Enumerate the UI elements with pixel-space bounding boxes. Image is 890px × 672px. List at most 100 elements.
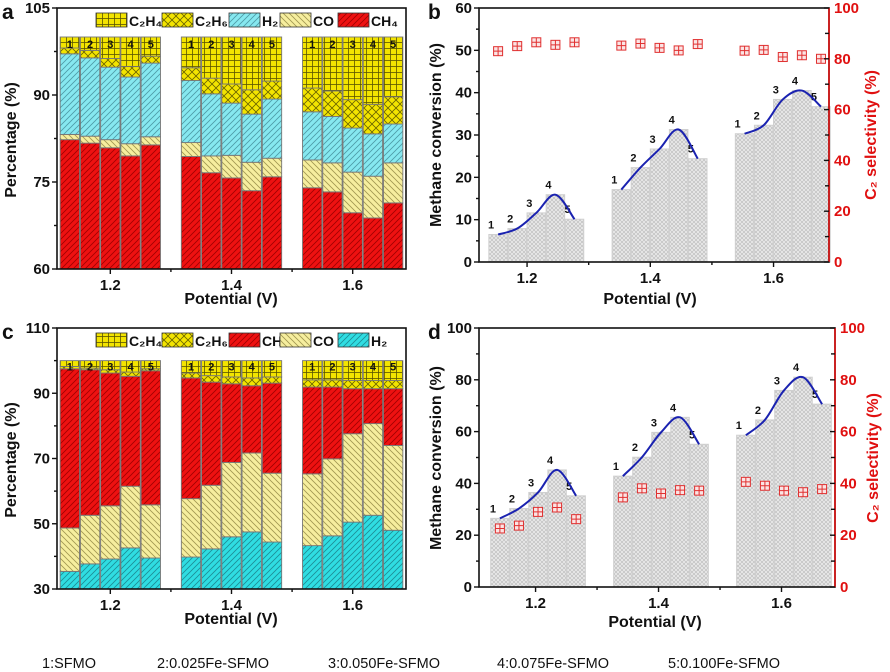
bar-segment-CH₄ [302, 386, 323, 475]
legend-label: C₂H₄ [129, 13, 162, 29]
bar-segment-CO [362, 175, 384, 219]
selectivity-point [692, 39, 703, 50]
bar-sample-label: 4 [792, 76, 799, 88]
x-tick-label: 1.2 [517, 270, 538, 287]
legend-swatch [228, 332, 261, 348]
bar-segment-CO [241, 161, 262, 192]
bar-sample-label: 2 [509, 494, 515, 506]
selectivity-point [815, 53, 826, 64]
bar-segment-C₂H₆ [180, 372, 202, 379]
conversion-bar [792, 90, 812, 263]
bar-segment-CO [120, 485, 141, 549]
bar-segment-C₂H₄ [201, 360, 222, 377]
bar-sample-label: 3 [649, 134, 655, 146]
bar-segment-CH₄ [383, 388, 404, 446]
y-tick-label: 75 [33, 174, 50, 191]
bar-sample-label: 5 [811, 92, 817, 104]
bar-segment-H₂ [322, 535, 343, 590]
bar-segment-H₂ [383, 529, 404, 590]
sample-legend-item: 4:0.075Fe-SFMO [497, 656, 609, 672]
x-axis-label: Potential (V) [603, 291, 696, 308]
selectivity-point [654, 42, 665, 53]
bar-segment-C₂H₆ [322, 90, 343, 117]
bar-segment-CH₄ [241, 385, 262, 454]
x-axis-label: Potential (V) [184, 291, 277, 308]
bar-segment-CH₄ [120, 375, 141, 487]
selectivity-point [655, 488, 666, 499]
selectivity-point [616, 40, 627, 51]
bar-segment-CH₄ [362, 388, 384, 425]
y-tick-label: 110 [26, 320, 50, 337]
bar-segment-C₂H₄ [342, 36, 363, 101]
bar-sample-label: 5 [812, 389, 818, 401]
y-right-axis-label: C₂ selectivity (%) [863, 70, 880, 200]
bar-segment-C₂H₆ [261, 376, 283, 384]
conversion-bar [649, 148, 670, 263]
bar-segment-C₂H₄ [362, 360, 384, 381]
bar-sample-label: 4 [669, 114, 676, 126]
conversion-bar [526, 212, 547, 263]
selectivity-point [512, 41, 523, 52]
selectivity-point [739, 45, 750, 56]
y-right-axis-label: C₂ selectivity (%) [865, 393, 882, 523]
legend-label: C₂H₆ [195, 333, 228, 349]
bar-sample-label: 2 [87, 362, 93, 374]
selectivity-point [617, 492, 628, 503]
y-tick-label: 0 [464, 579, 472, 596]
bar-segment-CO [241, 452, 262, 533]
bar-segment-CH₄ [221, 177, 242, 270]
bar-segment-C₂H₆ [140, 55, 161, 64]
bar-segment-H₂ [383, 123, 404, 164]
bar-segment-CO [342, 433, 363, 523]
bar-sample-label: 1 [490, 503, 496, 515]
sample-legend-item: 2:0.025Fe-SFMO [157, 656, 269, 672]
bar-segment-CO [221, 461, 242, 538]
bar-segment-C₂H₄ [140, 360, 161, 370]
y-right-tick-label: 40 [840, 475, 857, 492]
bar-segment-C₂H₆ [201, 375, 222, 383]
y-right-tick-label: 80 [840, 372, 857, 389]
bar-segment-C₂H₄ [59, 360, 80, 367]
bar-segment-H₂ [120, 547, 141, 590]
bar-segment-H₂ [59, 570, 80, 590]
bar-sample-label: 3 [228, 362, 234, 374]
bar-sample-label: 1 [309, 39, 315, 51]
conversion-trend-curve [744, 89, 822, 135]
bar-sample-label: 4 [249, 362, 256, 374]
bar-sample-label: 2 [329, 362, 335, 374]
bar-segment-CO [322, 162, 343, 193]
sample-legend-item: 1:SFMO [42, 656, 96, 672]
legend-swatch [337, 332, 370, 348]
conversion-bar [488, 233, 508, 263]
panel-letter: a [2, 1, 14, 24]
bar-segment-CH₄ [342, 388, 363, 435]
conversion-bar [528, 491, 548, 588]
bar-segment-CO [140, 136, 161, 146]
y-right-tick-label: 60 [840, 424, 857, 441]
bar-segment-H₂ [302, 111, 323, 161]
legend-swatch [95, 332, 128, 348]
bar-segment-CO [201, 155, 222, 174]
bar-sample-label: 2 [754, 110, 760, 122]
bar-segment-CO [383, 162, 404, 204]
bar-segment-C₂H₆ [342, 99, 363, 129]
sample-legend-item: 5:0.100Fe-SFMO [668, 656, 780, 672]
bar-segment-C₂H₄ [140, 36, 161, 57]
bar-sample-label: 1 [309, 362, 315, 374]
conversion-bar [670, 416, 690, 588]
bar-sample-label: 2 [208, 362, 214, 374]
legend-label: H₂ [262, 13, 278, 29]
bar-sample-label: 4 [370, 39, 377, 51]
bar-segment-C₂H₄ [261, 36, 283, 82]
bar-segment-CH₄ [180, 156, 202, 270]
bar-segment-H₂ [59, 53, 80, 135]
y-right-tick-label: 80 [834, 51, 851, 68]
bar-segment-C₂H₄ [120, 36, 141, 68]
bar-segment-C₂H₄ [100, 360, 121, 371]
bar-sample-label: 5 [269, 362, 275, 374]
conversion-bar [773, 98, 793, 263]
bar-segment-CH₄ [241, 190, 262, 270]
bar-sample-label: 1 [188, 362, 194, 374]
bar-sample-label: 2 [507, 214, 513, 226]
